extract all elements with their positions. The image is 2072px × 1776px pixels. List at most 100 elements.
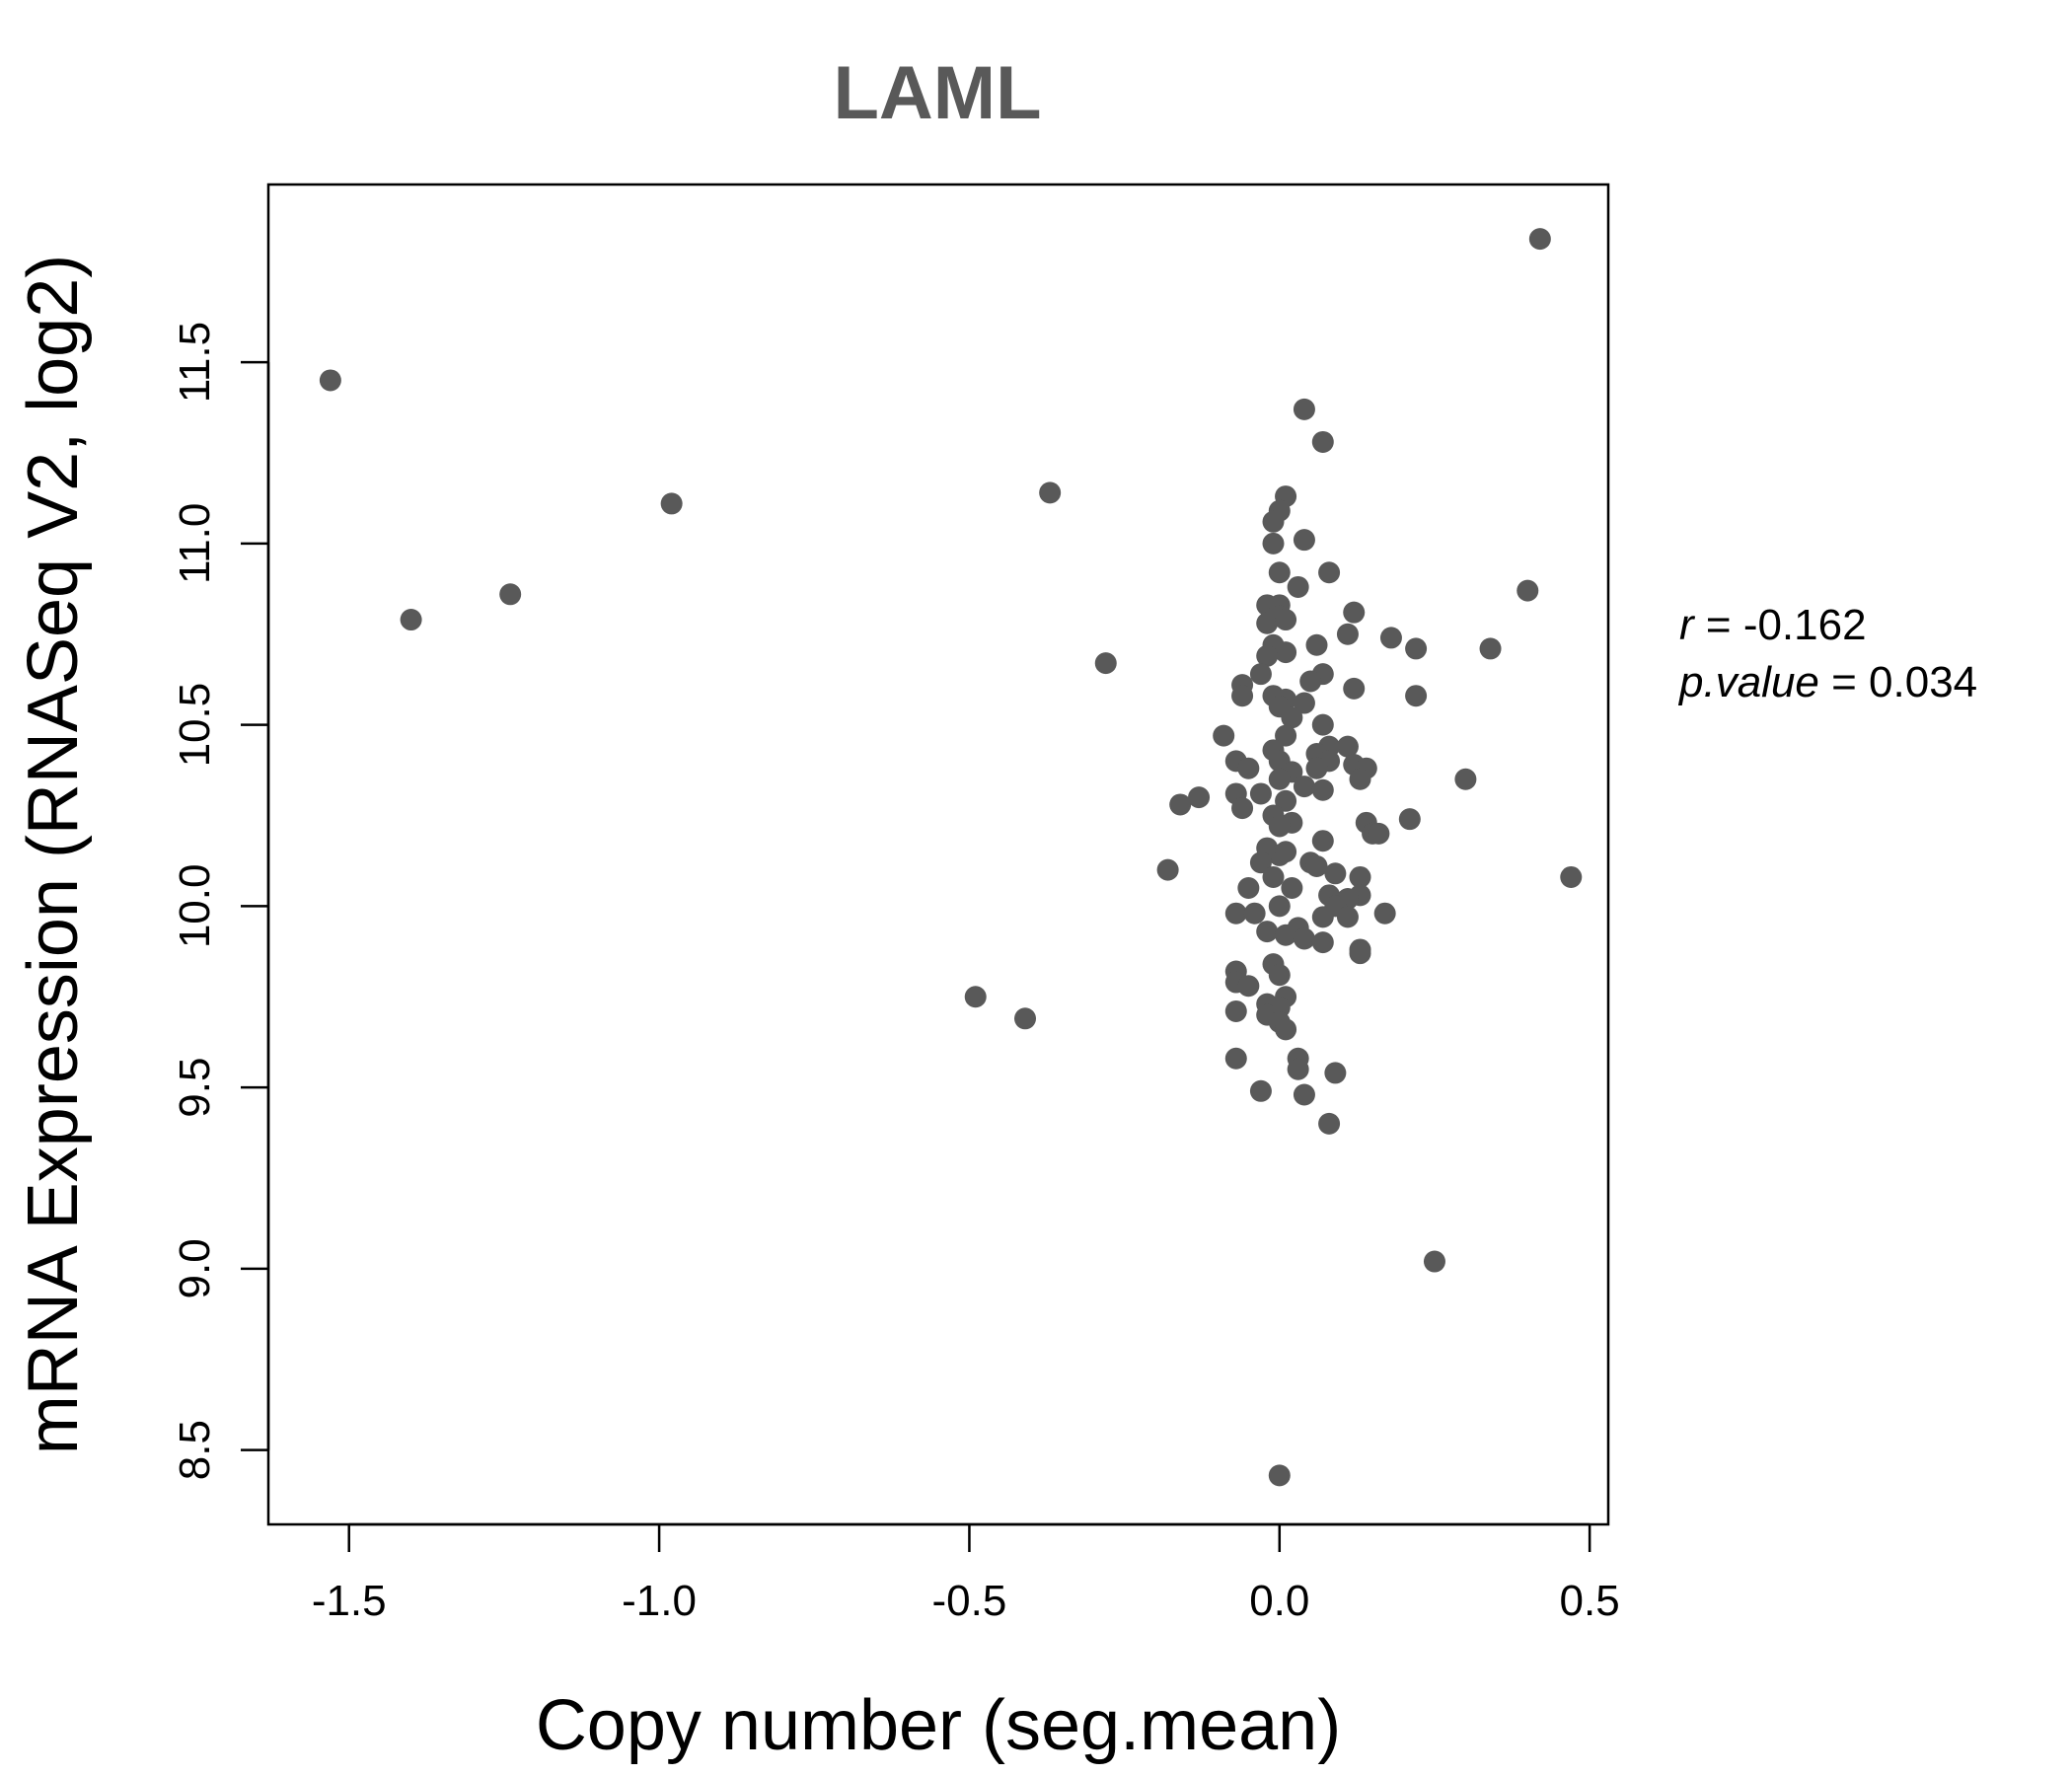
data-point <box>1528 228 1551 251</box>
data-point <box>1336 735 1359 758</box>
chart-title: LAML <box>833 51 1041 135</box>
data-point <box>1293 1083 1315 1106</box>
data-point <box>1268 1464 1291 1487</box>
data-point <box>1293 529 1315 552</box>
data-point <box>1014 1007 1037 1030</box>
data-point <box>964 986 987 1008</box>
data-point <box>1249 782 1272 805</box>
data-point <box>660 492 683 515</box>
data-point <box>1281 876 1303 899</box>
data-point <box>1311 778 1334 801</box>
x-axis: -1.5 -1.0 -0.5 0.0 0.5 <box>312 1522 1620 1625</box>
data-point <box>1305 757 1328 779</box>
data-point <box>1423 1250 1445 1273</box>
data-point <box>1268 895 1291 918</box>
x-tick-label: 0.0 <box>1249 1577 1309 1625</box>
x-tick-label: -1.0 <box>622 1577 697 1625</box>
y-tick-label: 11.5 <box>171 322 219 403</box>
data-point <box>1398 808 1421 831</box>
data-point <box>1249 663 1272 686</box>
data-point <box>1275 924 1297 946</box>
data-point <box>1479 637 1502 660</box>
stat-p-label: p.value <box>1677 658 1819 706</box>
data-point <box>1237 876 1260 899</box>
data-point <box>1349 942 1371 965</box>
data-point <box>1224 999 1247 1022</box>
data-point <box>1517 579 1539 602</box>
y-axis: 8.5 9.0 9.5 10.0 10.5 11.0 11.5 <box>171 322 270 1480</box>
x-tick-label: -0.5 <box>932 1577 1007 1625</box>
data-point <box>1311 906 1334 928</box>
data-point <box>1305 854 1328 877</box>
data-point <box>1293 692 1315 714</box>
y-tick-label: 10.5 <box>171 683 219 768</box>
x-axis-title: Copy number (seg.mean) <box>536 1686 1341 1765</box>
data-point <box>1262 865 1285 888</box>
data-point <box>400 609 422 631</box>
data-point <box>1293 927 1315 950</box>
data-point <box>499 583 522 606</box>
data-point <box>1287 1058 1309 1080</box>
stat-r: r = -0.162 <box>1679 601 1867 649</box>
data-point <box>1305 633 1328 656</box>
data-point <box>1343 677 1366 700</box>
data-point <box>1169 793 1192 816</box>
data-point <box>1311 430 1334 453</box>
data-point <box>1293 776 1315 798</box>
y-tick-label: 8.5 <box>171 1420 219 1480</box>
data-point <box>1379 627 1402 649</box>
data-point <box>1311 830 1334 852</box>
data-point <box>1336 906 1359 928</box>
data-point <box>1268 768 1291 790</box>
data-point <box>1318 1112 1341 1135</box>
data-point <box>1343 601 1366 624</box>
data-point <box>1262 532 1285 555</box>
data-point <box>1188 786 1211 809</box>
data-point <box>1156 858 1179 881</box>
plot-frame <box>266 183 1610 1526</box>
data-point <box>1311 713 1334 736</box>
stat-p-value: 0.034 <box>1869 658 1977 706</box>
x-tick-label: 0.5 <box>1560 1577 1620 1625</box>
data-point <box>1275 1018 1297 1041</box>
data-point <box>1349 768 1371 790</box>
data-point <box>1311 931 1334 954</box>
points-layer <box>319 228 1583 1487</box>
data-point <box>1454 768 1477 790</box>
data-point <box>1237 757 1260 779</box>
data-point <box>1405 685 1428 707</box>
data-point <box>1243 902 1266 925</box>
y-tick-label: 9.0 <box>171 1238 219 1298</box>
data-point <box>1318 561 1341 584</box>
data-point <box>1249 1079 1272 1102</box>
y-tick-label: 10.0 <box>171 864 219 949</box>
data-point <box>1324 1062 1347 1084</box>
data-point <box>1275 841 1297 863</box>
data-point <box>1373 902 1396 925</box>
data-point <box>1368 822 1390 845</box>
data-point <box>1275 641 1297 664</box>
data-point <box>1293 398 1315 420</box>
data-point <box>1405 637 1428 660</box>
data-point <box>1275 609 1297 631</box>
data-point <box>1039 481 1062 504</box>
data-point <box>319 369 341 392</box>
data-point <box>1256 644 1279 667</box>
data-point <box>1299 670 1322 693</box>
stat-r-label: r <box>1679 601 1696 649</box>
data-point <box>1231 797 1254 820</box>
y-tick-label: 9.5 <box>171 1058 219 1118</box>
stat-r-value: -0.162 <box>1743 601 1867 649</box>
data-point <box>1213 724 1235 747</box>
y-axis-title: mRNA Expression (RNASeq V2, log2) <box>14 255 93 1454</box>
data-point <box>1336 623 1359 645</box>
data-point <box>1349 865 1371 888</box>
data-point <box>1560 865 1583 888</box>
data-point <box>1224 1047 1247 1070</box>
data-point <box>1324 862 1347 885</box>
data-point <box>1262 510 1285 533</box>
data-point <box>1275 789 1297 812</box>
data-point <box>1224 902 1247 925</box>
data-point <box>1256 921 1279 943</box>
